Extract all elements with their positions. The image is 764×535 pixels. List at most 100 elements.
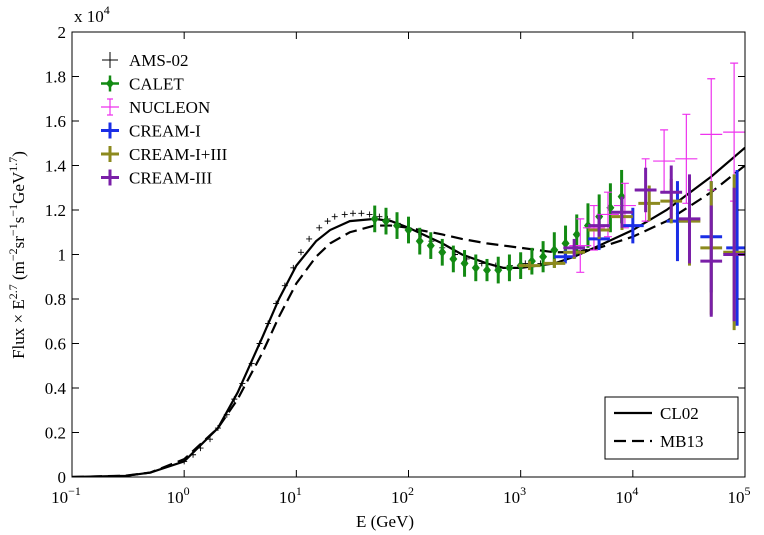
ams-point (214, 425, 221, 432)
x-tick-base: 10 (167, 488, 184, 507)
calet-point (381, 216, 390, 227)
x-tick-label: 104 (615, 484, 638, 507)
multiplier-exp: 4 (104, 3, 110, 17)
y-tick-label: 0.6 (45, 335, 66, 354)
multiplier-base: x 10 (74, 7, 104, 26)
legend-marker (101, 122, 119, 139)
calet-point (550, 245, 559, 256)
x-tick-base: 10 (279, 488, 296, 507)
ams-point (223, 411, 230, 418)
x-tick-base: 10 (391, 488, 408, 507)
y-label-sup: 2.7 (6, 284, 20, 299)
ams-point (331, 213, 338, 220)
calet-point (561, 238, 570, 249)
x-tick-label: 103 (503, 484, 526, 507)
calet-point (482, 265, 491, 276)
x-tick-exp: 4 (632, 484, 638, 498)
ams-point (265, 320, 272, 327)
ams-point (349, 210, 356, 217)
legend-label: MB13 (660, 432, 703, 451)
series (563, 165, 745, 322)
x-tick-label: 105 (728, 484, 751, 507)
y-tick-label: 1.6 (45, 112, 66, 131)
ams-point (207, 436, 214, 443)
x-tick-label: 102 (391, 484, 414, 507)
ams-point (273, 300, 280, 307)
ams-point (281, 282, 288, 289)
ams-point (239, 380, 246, 387)
x-tick-base: 10 (503, 488, 520, 507)
data-layer (72, 62, 745, 477)
model-curve (72, 164, 745, 477)
calet-point (415, 236, 424, 247)
ams-point (358, 210, 365, 217)
legend-marker (101, 169, 119, 186)
calet-point (505, 262, 514, 273)
ams-point (376, 213, 383, 220)
legend-marker (101, 98, 119, 116)
y-label-sup: −2 (6, 248, 20, 261)
y-label-sup: −1 (6, 204, 20, 217)
ams-point (197, 445, 204, 452)
legend-label: CREAM-I+III (129, 145, 228, 164)
x-axis-label: E (GeV) (356, 512, 414, 531)
y-tick-label: 1.4 (45, 157, 67, 176)
legend-label: CREAM-I (129, 122, 201, 141)
legend-marker (102, 52, 118, 68)
calet-point (471, 262, 480, 273)
y-tick-label: 0.8 (45, 290, 66, 309)
ams-point (478, 260, 485, 267)
x-tick-label: 100 (167, 484, 190, 507)
lines-legend-box (604, 396, 739, 460)
legend-label: NUCLEON (129, 98, 210, 117)
x-tick-base: 10 (728, 488, 745, 507)
y-label-part: Flux × E (9, 299, 28, 359)
legend-label: CALET (129, 75, 184, 94)
calet-point (426, 240, 435, 251)
ams-point (324, 218, 331, 225)
x-tick-exp: 2 (408, 484, 414, 498)
ams-point (256, 340, 263, 347)
ams-point (190, 451, 197, 458)
x-tick-base: 10 (615, 488, 632, 507)
multiplier: x 104 (74, 3, 110, 26)
calet-point (404, 225, 413, 236)
x-tick-exp: 0 (184, 484, 190, 498)
y-label-sup: −1 (6, 223, 20, 236)
calet-point (370, 213, 379, 224)
y-axis-label: Flux × E2.7 (m−2sr−1s−1GeV1.7) (6, 151, 28, 359)
calet-point (572, 229, 581, 240)
calet-point (393, 220, 402, 231)
x-tick-exp: 3 (520, 484, 526, 498)
x-tick-exp: 5 (745, 484, 751, 498)
y-label-part: GeV (9, 171, 28, 204)
y-tick-label: 0 (58, 468, 67, 487)
calet-point (438, 247, 447, 258)
ams-point (248, 360, 255, 367)
model-curve (72, 146, 745, 477)
ams-point (290, 264, 297, 271)
legend-marker (106, 78, 114, 89)
y-tick-label: 1.8 (45, 68, 66, 87)
calet-point (449, 253, 458, 264)
ams-point (341, 211, 348, 218)
x-tick-exp: 1 (296, 484, 302, 498)
ams-point (297, 249, 304, 256)
ams-point (181, 458, 188, 465)
y-label-part: sr (9, 236, 28, 249)
legend-label: AMS-02 (129, 51, 189, 70)
calet-point (539, 251, 548, 262)
x-tick-label: 10−1 (51, 484, 81, 507)
x-tick-label: 101 (279, 484, 302, 507)
y-tick-label: 1.2 (45, 201, 66, 220)
ams-point (306, 235, 313, 242)
ams-point (231, 396, 238, 403)
y-label-part: ) (9, 151, 28, 157)
y-tick-label: 1 (58, 246, 67, 265)
y-tick-label: 2 (58, 23, 67, 42)
x-tick-exp: −1 (68, 484, 81, 498)
legend-marker (101, 146, 119, 162)
legend-label: CL02 (660, 404, 699, 423)
